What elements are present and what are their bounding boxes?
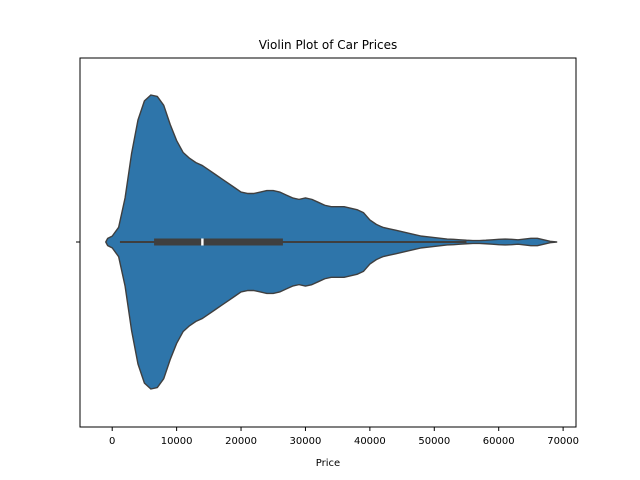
x-tick-label: 40000 bbox=[354, 436, 386, 447]
x-tick-label: 20000 bbox=[225, 436, 257, 447]
x-tick-label: 70000 bbox=[547, 436, 579, 447]
x-tick-label: 10000 bbox=[161, 436, 193, 447]
x-axis-title: Price bbox=[316, 458, 340, 469]
chart-title: Violin Plot of Car Prices bbox=[259, 38, 398, 52]
x-axis: 0 10000 20000 30000 40000 50000 60000 70000 bbox=[109, 427, 579, 447]
plot-area bbox=[105, 94, 558, 390]
iqr-box bbox=[154, 238, 283, 246]
x-tick-label: 0 bbox=[109, 436, 115, 447]
x-tick-label: 60000 bbox=[483, 436, 515, 447]
x-tick-label: 50000 bbox=[418, 436, 450, 447]
median-marker bbox=[201, 238, 204, 246]
x-tick-label: 30000 bbox=[290, 436, 322, 447]
